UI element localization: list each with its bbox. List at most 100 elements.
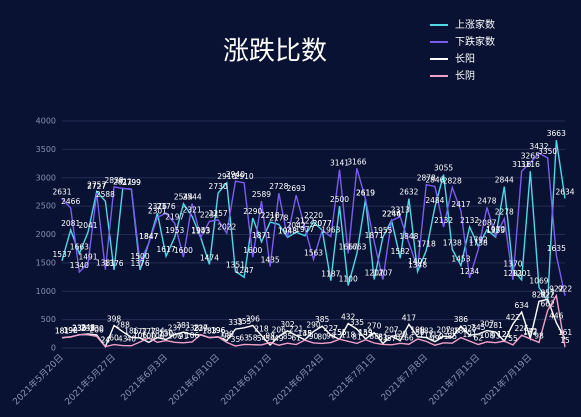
data-label: 2220 <box>304 211 323 220</box>
legend-label: 上涨家数 <box>455 18 495 31</box>
data-label: 1207 <box>365 269 384 278</box>
x-tick-label: 2021年5月27日 <box>62 351 118 407</box>
data-label: 1407 <box>408 257 427 266</box>
data-label: 1953 <box>486 226 505 235</box>
data-label: 2844 <box>495 176 514 185</box>
data-label: 2910 <box>217 172 236 181</box>
data-label: 1738 <box>443 238 462 247</box>
data-label: 24 <box>101 336 111 345</box>
series-line <box>61 293 566 348</box>
data-label: 3055 <box>434 164 453 173</box>
data-label: 2589 <box>252 190 271 199</box>
data-label: 288 <box>116 321 131 330</box>
data-label: 634 <box>514 301 529 310</box>
data-label: 159 <box>358 328 373 337</box>
data-label: 186 <box>124 326 139 335</box>
data-label: 333 <box>228 318 243 327</box>
data-label: 2619 <box>356 188 375 197</box>
data-label: 35 <box>231 335 241 344</box>
x-tick-label: 2021年6月17日 <box>218 351 274 407</box>
y-tick-label: 500 <box>41 315 56 324</box>
data-label: 2693 <box>287 184 306 193</box>
data-label: 422 <box>506 313 521 322</box>
data-label: 237 <box>194 324 209 333</box>
data-label: 2500 <box>330 195 349 204</box>
data-label: 112 <box>428 331 443 340</box>
data-label: 100 <box>142 331 157 340</box>
data-label: 121 <box>462 330 477 339</box>
x-tick-label: 2021年7月19日 <box>478 351 534 407</box>
y-tick-label: 4000 <box>36 117 56 126</box>
data-label: 49 <box>430 334 440 343</box>
data-label: 82 <box>395 332 405 341</box>
data-label: 1663 <box>70 243 89 252</box>
data-label: 2730 <box>209 182 228 191</box>
data-label: 2588 <box>96 190 115 199</box>
data-label: 183 <box>202 327 217 336</box>
data-label: 2466 <box>61 197 80 206</box>
data-label: 155 <box>332 328 347 337</box>
data-label: 386 <box>454 315 469 324</box>
data-label: 100 <box>168 331 183 340</box>
data-label: 1351 <box>226 260 245 269</box>
data-label: 2838 <box>104 176 123 185</box>
data-label: 81 <box>352 332 362 341</box>
data-label: 233 <box>72 324 87 333</box>
y-tick-label: 0 <box>51 344 56 353</box>
data-label: 238 <box>185 323 200 332</box>
data-label: 3350 <box>538 147 557 156</box>
data-label: 91 <box>179 332 189 341</box>
data-label: 662 <box>540 299 555 308</box>
data-label: 1187 <box>321 270 340 279</box>
data-label: 245 <box>471 323 486 332</box>
data-label: 1948 <box>278 226 297 235</box>
data-label: 1100 <box>339 275 358 284</box>
data-label: 822 <box>540 290 555 299</box>
data-label: 335 <box>350 318 365 327</box>
data-label: 98 <box>534 331 544 340</box>
data-label: 3116 <box>521 160 540 169</box>
data-label: 130 <box>220 330 235 339</box>
data-label: 2087 <box>477 219 496 228</box>
data-label: 24 <box>101 336 111 345</box>
data-label: 1563 <box>304 248 323 257</box>
data-label: 106 <box>185 331 200 340</box>
y-tick-label: 1000 <box>36 287 56 296</box>
data-label: 2544 <box>174 193 193 202</box>
data-label: 183 <box>419 327 434 336</box>
data-label: 2081 <box>61 219 80 228</box>
data-label: 2231 <box>200 210 219 219</box>
data-label: 145 <box>298 329 313 338</box>
data-label: 2634 <box>555 188 574 197</box>
data-label: 1474 <box>200 253 219 262</box>
data-label: 85 <box>283 332 293 341</box>
data-label: 2878 <box>417 174 436 183</box>
data-label: 196 <box>211 326 226 335</box>
data-label: 270 <box>367 322 382 331</box>
data-label: 1953 <box>191 226 210 235</box>
series-line <box>61 298 566 349</box>
x-tick-label: 2021年6月24日 <box>270 351 326 407</box>
data-label: 922 <box>549 285 564 294</box>
data-label: 1953 <box>165 226 184 235</box>
data-label: 1718 <box>417 240 436 249</box>
data-label: 145 <box>358 329 373 338</box>
data-label: 2301 <box>148 206 167 215</box>
data-label: 2313 <box>391 206 410 215</box>
y-tick-label: 1500 <box>36 258 56 267</box>
data-label: 225 <box>462 324 477 333</box>
data-label: 2041 <box>78 221 97 230</box>
data-label: 1943 <box>191 227 210 236</box>
data-label: 2246 <box>382 210 401 219</box>
data-label: 61 <box>291 334 301 343</box>
data-label: 385 <box>315 315 330 324</box>
data-label: 2257 <box>209 209 228 218</box>
data-label: 60 <box>109 334 119 343</box>
data-label: 55 <box>508 334 518 343</box>
data-label: 54 <box>265 334 275 343</box>
data-label: 281 <box>176 321 191 330</box>
data-label: 1201 <box>512 269 531 278</box>
y-tick-label: 3000 <box>36 173 56 182</box>
